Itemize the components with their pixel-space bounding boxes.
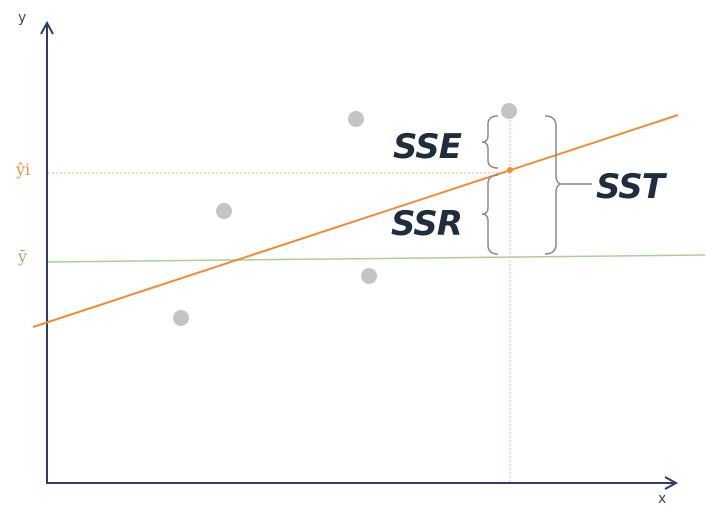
- ybar-label: ȳ: [17, 247, 27, 266]
- sse-brace: [481, 115, 499, 169]
- yhat-label: ŷi: [15, 160, 30, 179]
- data-point: [216, 203, 232, 219]
- ssr-brace: [481, 174, 499, 255]
- regression-line: [32, 114, 679, 328]
- y-axis-arrowhead: [40, 20, 54, 35]
- ssr-label: SSR: [391, 204, 462, 244]
- predicted-point: [507, 167, 513, 173]
- mean-line: [47, 254, 706, 263]
- data-point: [348, 111, 364, 127]
- x-axis-label: x: [658, 491, 666, 507]
- sst-brace: [544, 115, 563, 255]
- sst-label: SST: [596, 167, 668, 207]
- data-point: [173, 310, 189, 326]
- x-axis-arrowhead: [664, 476, 679, 490]
- sse-label: SSE: [393, 127, 462, 167]
- data-point: [361, 268, 377, 284]
- y-axis-label: y: [18, 10, 26, 26]
- data-point: [501, 103, 517, 119]
